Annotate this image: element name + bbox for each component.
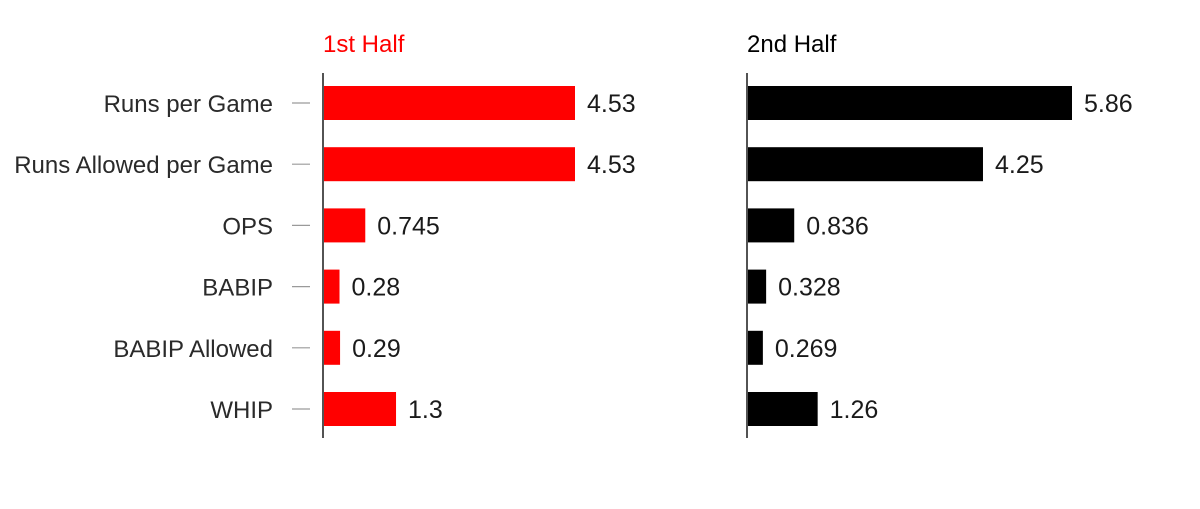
value-label-1st-half-runs-allowed-per-game: 4.53: [587, 151, 636, 179]
value-label-1st-half-babip: 0.28: [352, 274, 401, 302]
value-label-1st-half-runs-per-game: 4.53: [587, 90, 636, 118]
value-label-2nd-half-ops: 0.836: [806, 212, 869, 240]
value-label-1st-half-ops: 0.745: [377, 212, 440, 240]
bar-2nd-half-ops: [748, 208, 795, 243]
bar-2nd-half-babip-allowed: [748, 330, 763, 365]
category-label-babip: BABIP: [202, 275, 273, 302]
category-label-runs-allowed-per-game: Runs Allowed per Game: [14, 152, 273, 179]
category-labels: Runs per Game Runs Allowed per Game OPS BAB…: [14, 91, 310, 424]
bar-1st-half-runs-allowed-per-game: [324, 147, 575, 182]
bar-2nd-half-whip: [748, 392, 818, 426]
value-label-2nd-half-whip: 1.26: [830, 396, 879, 424]
value-label-2nd-half-runs-allowed-per-game: 4.25: [995, 151, 1044, 179]
bar-2nd-half-runs-per-game: [748, 86, 1072, 120]
panel-second-half: 2nd Half 5.86 4.25 0.836 0.328 0.269 1.26: [746, 31, 1133, 438]
category-label-whip: WHIP: [210, 397, 273, 424]
bar-1st-half-ops: [324, 208, 366, 243]
category-label-runs-per-game: Runs per Game: [104, 91, 273, 118]
bar-2nd-half-babip: [748, 269, 767, 304]
bar-2nd-half-runs-allowed-per-game: [748, 147, 983, 182]
value-label-2nd-half-runs-per-game: 5.86: [1084, 90, 1133, 118]
bar-1st-half-babip: [324, 269, 340, 304]
category-label-ops: OPS: [222, 213, 273, 240]
value-label-1st-half-babip-allowed: 0.29: [352, 335, 401, 363]
panel-first-half: 1st Half 4.53 4.53 0.745 0.28 0.29 1.3: [322, 31, 636, 438]
category-label-babip-allowed: BABIP Allowed: [113, 336, 273, 363]
panel-title-1st-half: 1st Half: [323, 31, 405, 58]
bar-1st-half-whip: [324, 392, 397, 426]
value-label-2nd-half-babip: 0.328: [778, 274, 841, 302]
bar-1st-half-babip-allowed: [324, 330, 341, 365]
bar-1st-half-runs-per-game: [324, 86, 575, 120]
value-label-1st-half-whip: 1.3: [408, 396, 443, 424]
value-label-2nd-half-babip-allowed: 0.269: [775, 335, 838, 363]
panel-title-2nd-half: 2nd Half: [747, 31, 837, 58]
